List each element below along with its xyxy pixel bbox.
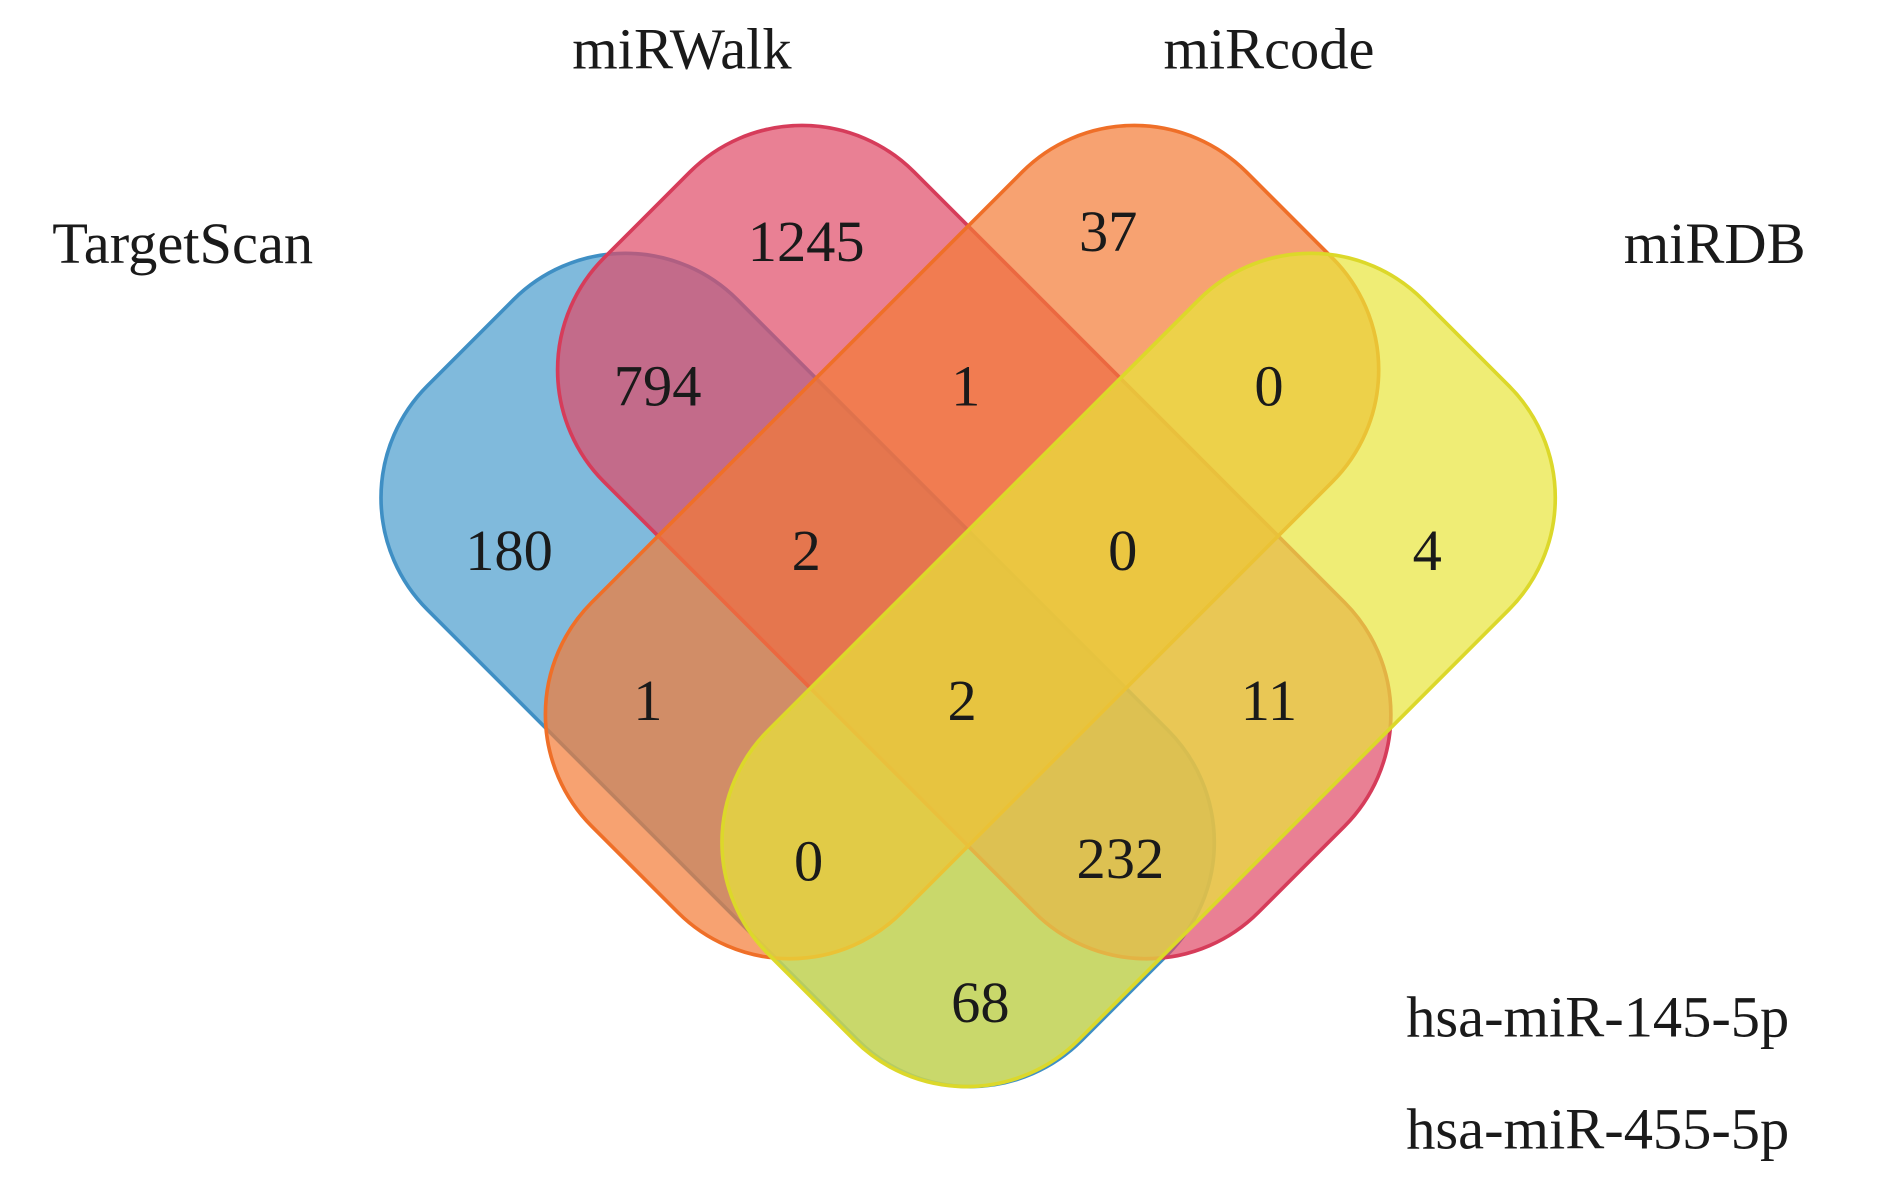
region-count: 68	[951, 970, 1009, 1035]
region-count: 2	[947, 668, 976, 733]
region-count: 180	[465, 518, 553, 583]
set-label: miRcode	[1163, 16, 1374, 81]
region-count: 0	[794, 829, 823, 894]
region-count: 0	[1254, 354, 1283, 419]
region-count: 2	[792, 518, 821, 583]
region-count: 1245	[748, 209, 865, 274]
region-count: 11	[1241, 668, 1297, 733]
set-shape-mirdb	[720, 251, 1558, 1089]
region-count: 1	[951, 354, 980, 419]
set-shapes	[379, 123, 1558, 1089]
region-count: 1	[633, 668, 662, 733]
set-label: miRDB	[1624, 211, 1806, 276]
region-count: 794	[614, 354, 702, 419]
set-label: TargetScan	[52, 211, 313, 276]
region-count: 37	[1079, 199, 1137, 264]
region-count: 232	[1077, 826, 1165, 891]
legend-text: hsa-miR-145-5p	[1406, 985, 1789, 1050]
legend-text: hsa-miR-455-5p	[1406, 1097, 1789, 1162]
set-label: miRWalk	[572, 16, 792, 81]
labels: TargetScan miRWalk miRcode miRDB 1245 37 794 1 0…	[52, 16, 1805, 1161]
region-count: 4	[1413, 518, 1442, 583]
region-count: 0	[1108, 518, 1137, 583]
